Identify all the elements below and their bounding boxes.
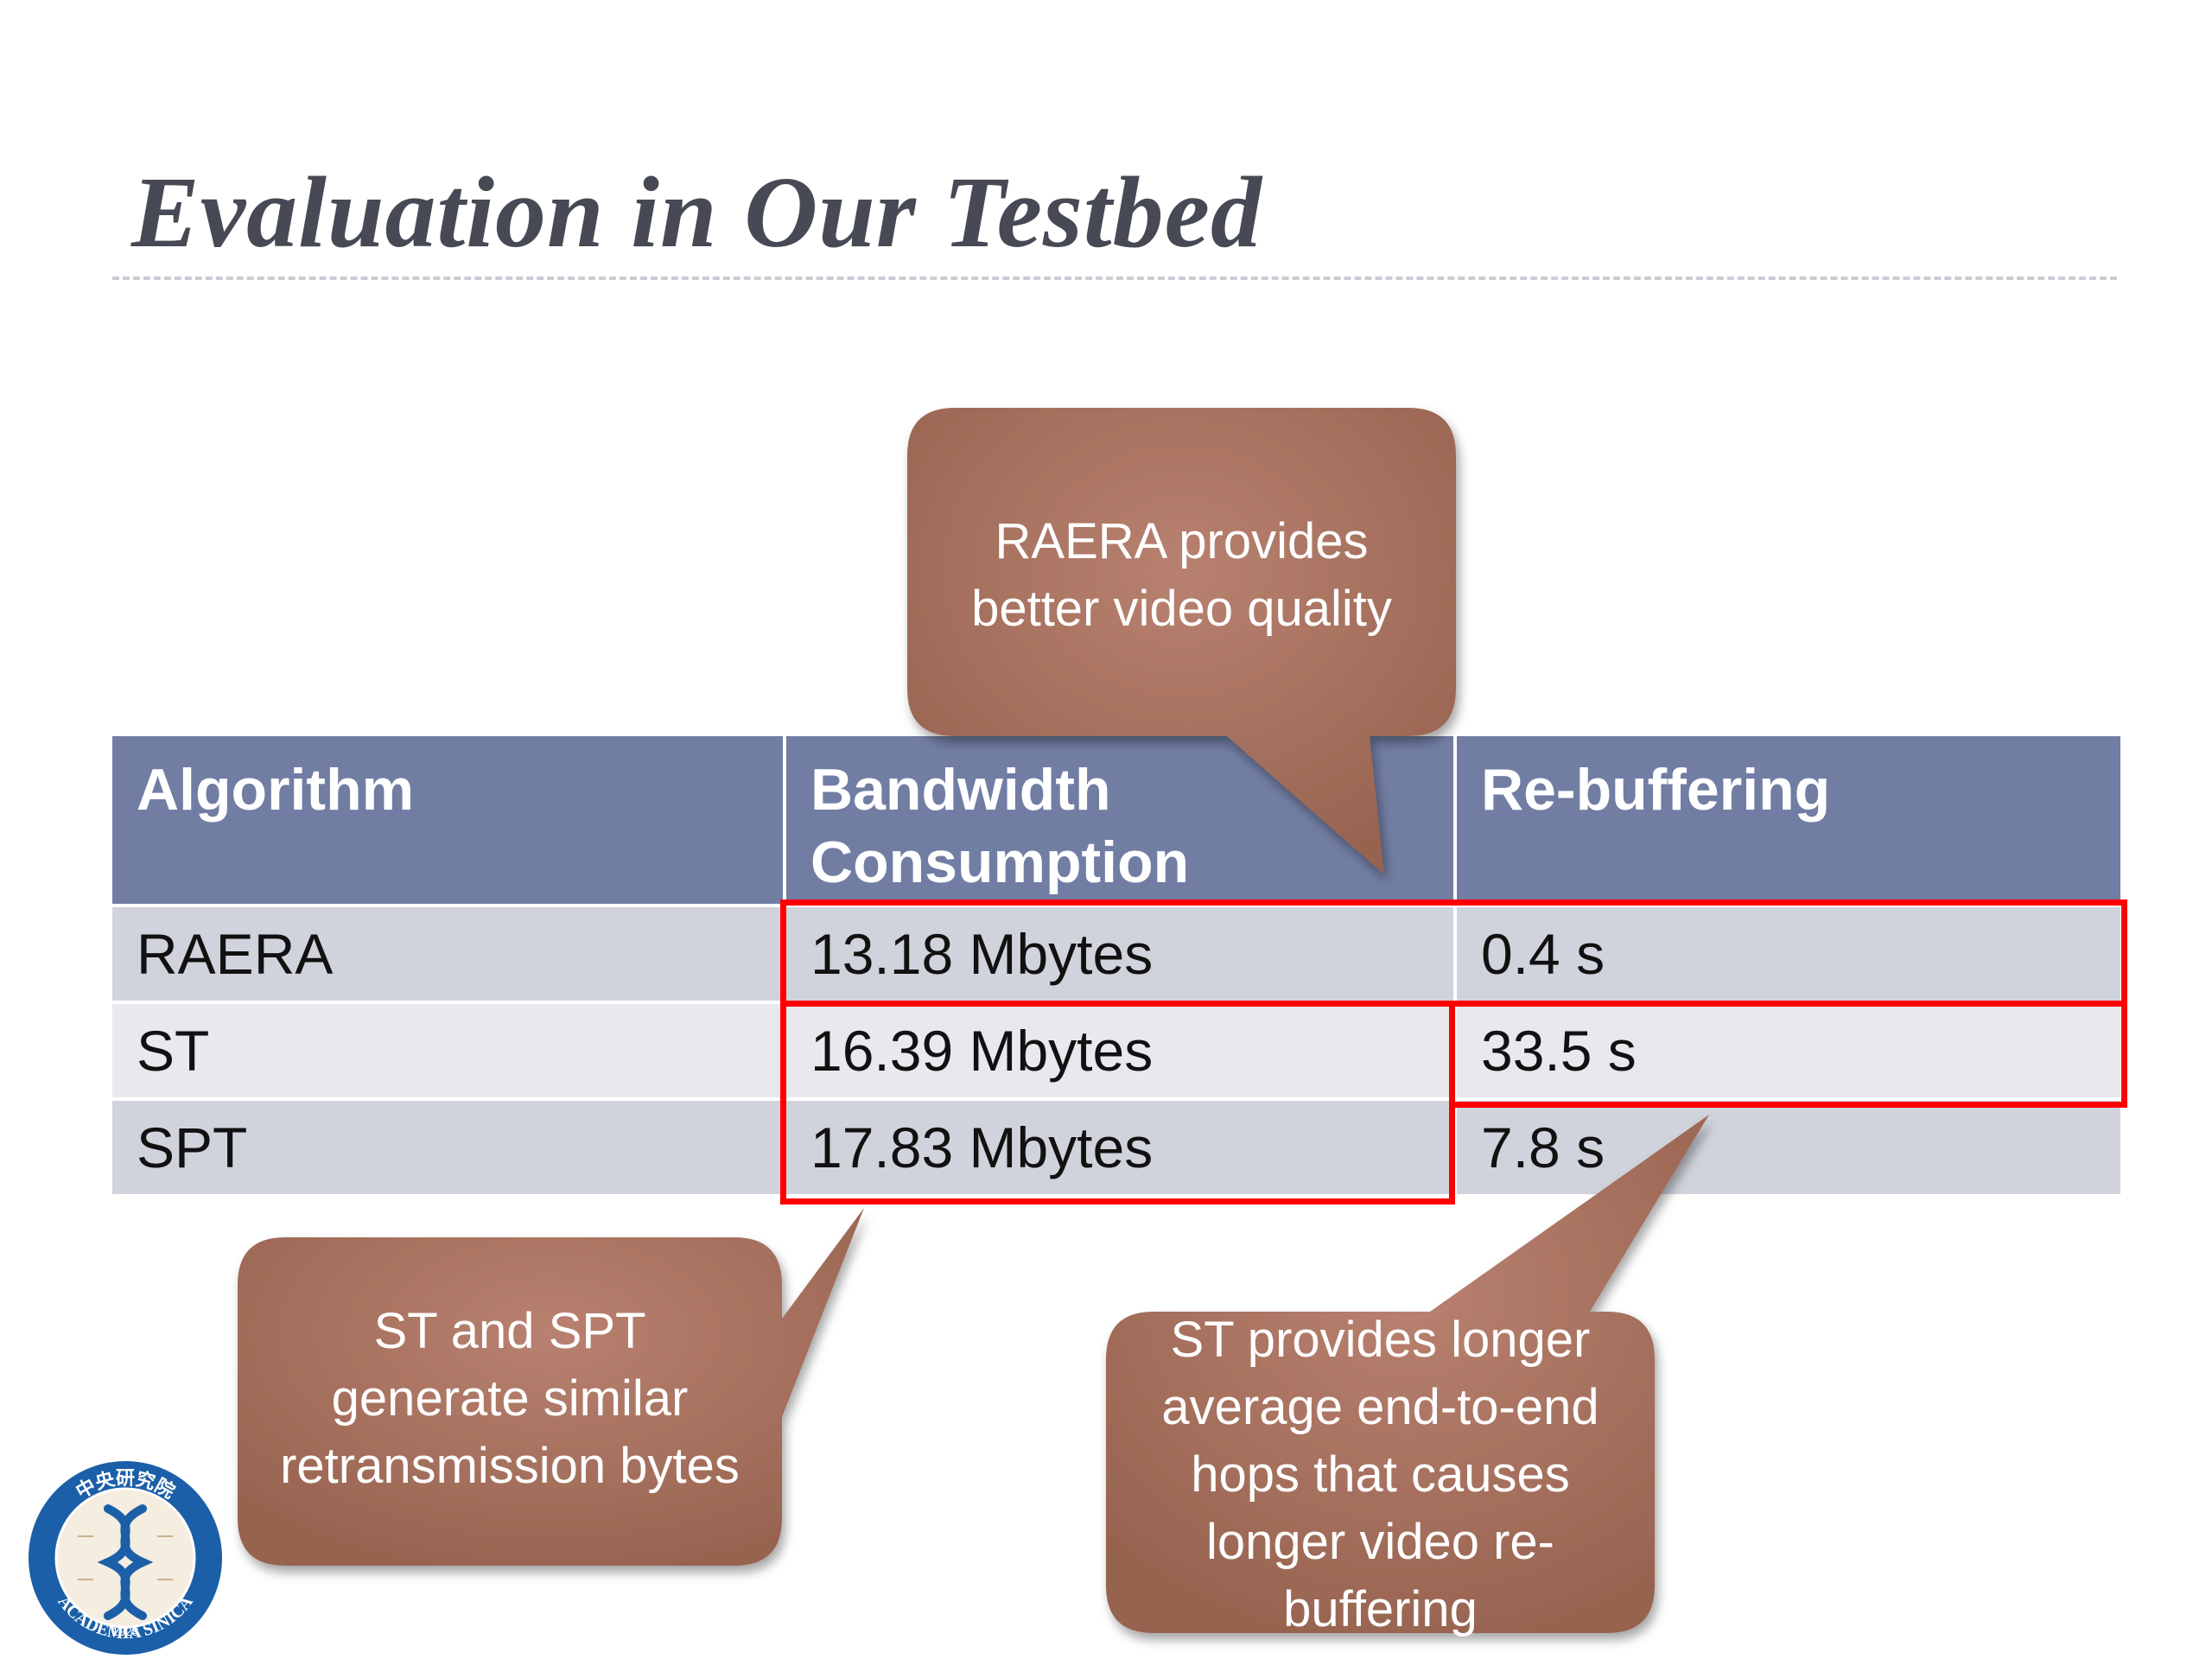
- logo-year: 1928: [111, 1624, 138, 1638]
- cell-rebuffering: 0.4 s: [1453, 904, 2120, 1001]
- cell-algorithm: ST: [112, 1001, 783, 1097]
- cell-rebuffering: 7.8 s: [1453, 1097, 2120, 1194]
- callout-hops-text: ST provides longer average end-to-end ho…: [1161, 1312, 1599, 1637]
- title-divider: [112, 276, 2117, 280]
- cell-algorithm: SPT: [112, 1097, 783, 1194]
- header-algorithm: Algorithm: [112, 736, 783, 904]
- table-row: RAERA 13.18 Mbytes 0.4 s: [112, 904, 2120, 1001]
- highlight-raera-row: [780, 899, 2127, 1007]
- callout-quality-text: RAERA provides better video quality: [971, 513, 1392, 637]
- cell-bandwidth: 13.18 Mbytes: [783, 904, 1453, 1001]
- header-bandwidth: Bandwidth Consumption: [783, 736, 1453, 904]
- highlight-rebuffering-st: [1449, 1001, 2127, 1108]
- table-header-row: Algorithm Bandwidth Consumption Re-buffe…: [112, 736, 2120, 904]
- header-rebuffering: Re-buffering: [1453, 736, 2120, 904]
- table-row: ST 16.39 Mbytes 33.5 s: [112, 1001, 2120, 1097]
- highlight-bandwidth-st-spt: [780, 1001, 1455, 1205]
- academia-sinica-logo: 中央研究院 ACADEMIA SINICA 1928: [29, 1461, 222, 1655]
- cell-algorithm: RAERA: [112, 904, 783, 1001]
- cell-bandwidth: 16.39 Mbytes: [783, 1001, 1453, 1097]
- callout-retransmission-text: ST and SPT generate similar retransmissi…: [280, 1303, 740, 1494]
- header-bandwidth-text: Bandwidth Consumption: [810, 757, 1190, 895]
- slide-title: Evaluation in Our Testbed: [131, 156, 1263, 269]
